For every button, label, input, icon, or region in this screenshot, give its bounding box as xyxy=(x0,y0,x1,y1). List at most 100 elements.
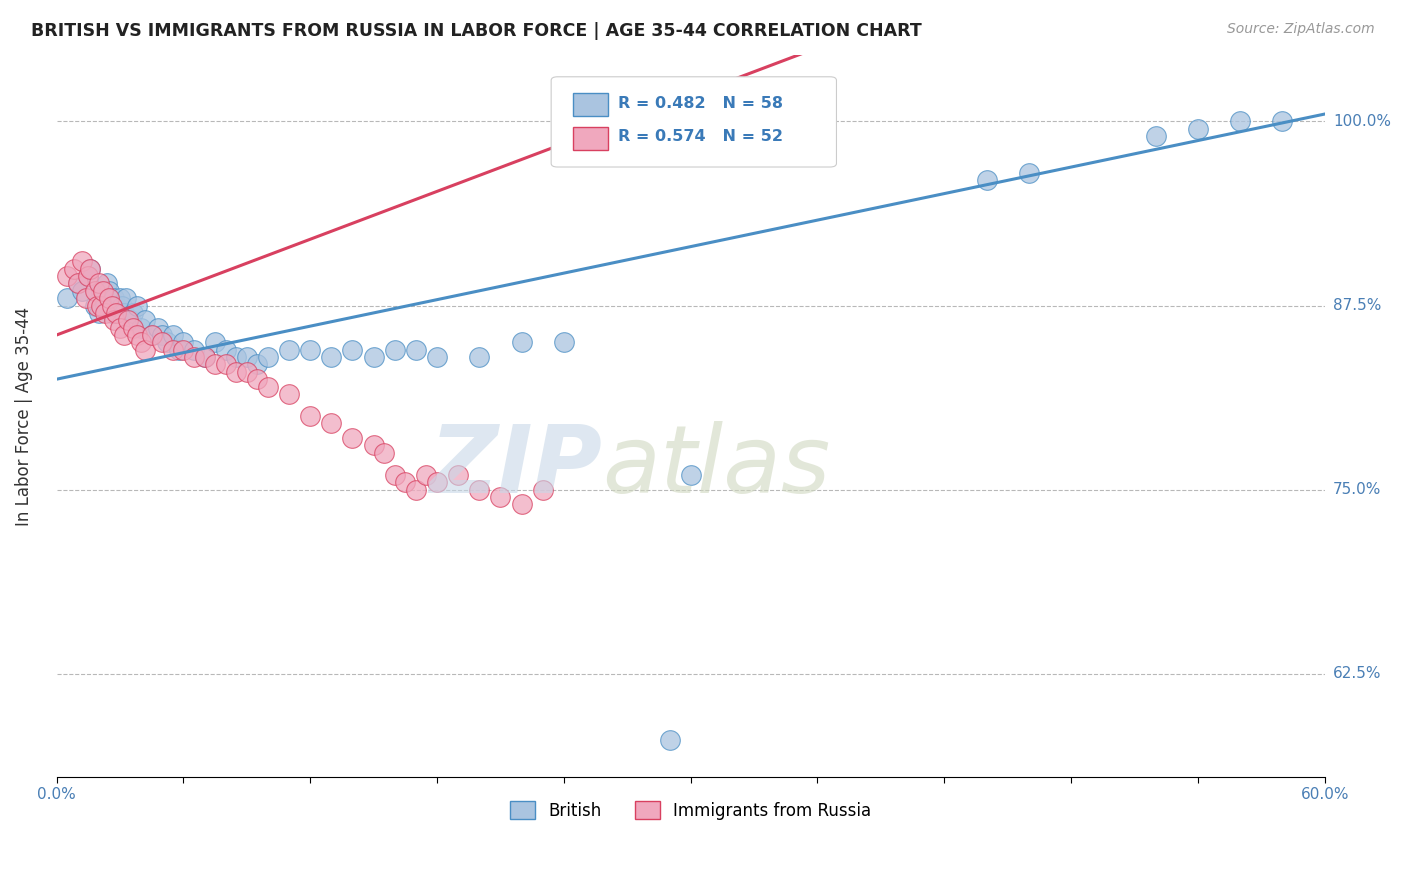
Point xyxy=(104,299,127,313)
FancyBboxPatch shape xyxy=(572,94,609,117)
Point xyxy=(553,335,575,350)
Text: atlas: atlas xyxy=(602,421,830,512)
Point xyxy=(70,254,93,268)
Point xyxy=(1229,114,1251,128)
Point xyxy=(121,306,143,320)
Point xyxy=(204,358,226,372)
Point xyxy=(112,306,135,320)
Point xyxy=(83,299,105,313)
Point xyxy=(134,343,156,357)
Point xyxy=(405,343,427,357)
Point xyxy=(87,306,110,320)
Point xyxy=(321,417,343,431)
Point xyxy=(415,467,437,482)
Point xyxy=(426,350,449,364)
Point xyxy=(193,350,215,364)
Point xyxy=(426,475,449,490)
Point xyxy=(70,284,93,298)
Point xyxy=(155,335,177,350)
Point xyxy=(94,299,117,313)
Point xyxy=(167,343,190,357)
Point xyxy=(384,467,406,482)
Point xyxy=(468,483,491,497)
Point xyxy=(510,497,533,511)
Point xyxy=(115,291,138,305)
Point xyxy=(215,358,238,372)
Point xyxy=(100,299,122,313)
Point xyxy=(172,335,194,350)
Text: 75.0%: 75.0% xyxy=(1333,483,1381,497)
Point xyxy=(104,306,127,320)
Point xyxy=(103,313,125,327)
Point xyxy=(1271,114,1294,128)
Point xyxy=(172,343,194,357)
Point xyxy=(278,387,301,401)
Point xyxy=(150,335,173,350)
Point xyxy=(146,320,169,334)
Point xyxy=(394,475,416,490)
Point xyxy=(1187,121,1209,136)
Point xyxy=(246,372,269,386)
Point xyxy=(468,350,491,364)
Point xyxy=(193,350,215,364)
Point xyxy=(162,328,184,343)
Point xyxy=(225,365,247,379)
Point xyxy=(183,350,205,364)
Point xyxy=(447,467,470,482)
Point xyxy=(679,467,702,482)
Point xyxy=(79,261,101,276)
Point xyxy=(225,350,247,364)
Point xyxy=(489,490,512,504)
Point xyxy=(531,483,554,497)
Point xyxy=(79,261,101,276)
Point xyxy=(342,343,364,357)
Point xyxy=(363,350,385,364)
Text: Source: ZipAtlas.com: Source: ZipAtlas.com xyxy=(1227,22,1375,37)
Point xyxy=(162,343,184,357)
Point xyxy=(129,335,152,350)
Point xyxy=(90,299,112,313)
Point xyxy=(141,328,163,343)
Point xyxy=(56,269,79,284)
Point xyxy=(77,269,100,284)
Point xyxy=(204,335,226,350)
Point xyxy=(87,277,110,291)
Point xyxy=(321,350,343,364)
Text: ZIP: ZIP xyxy=(429,420,602,513)
Point xyxy=(112,328,135,343)
Point xyxy=(299,343,322,357)
Legend: British, Immigrants from Russia: British, Immigrants from Russia xyxy=(503,795,877,826)
Point xyxy=(66,277,89,291)
Point xyxy=(1144,129,1167,144)
Text: R = 0.574   N = 52: R = 0.574 N = 52 xyxy=(619,129,783,145)
Point xyxy=(246,358,269,372)
Point xyxy=(976,173,998,187)
Point xyxy=(62,261,84,276)
Point xyxy=(363,438,385,452)
FancyBboxPatch shape xyxy=(572,127,609,150)
Point xyxy=(77,269,100,284)
Point xyxy=(91,284,114,298)
Point xyxy=(90,284,112,298)
Text: 87.5%: 87.5% xyxy=(1333,298,1381,313)
Point xyxy=(125,299,148,313)
Point xyxy=(215,343,238,357)
Point xyxy=(257,350,280,364)
Point xyxy=(125,328,148,343)
Point xyxy=(108,291,131,305)
Point xyxy=(373,446,395,460)
Point xyxy=(183,343,205,357)
Point xyxy=(120,313,142,327)
Point xyxy=(257,379,280,393)
Point xyxy=(103,291,125,305)
Point xyxy=(98,284,121,298)
Point xyxy=(1018,166,1040,180)
Point xyxy=(384,343,406,357)
Text: 100.0%: 100.0% xyxy=(1333,114,1391,129)
Point xyxy=(111,299,134,313)
Point xyxy=(100,306,122,320)
Point xyxy=(129,320,152,334)
Point xyxy=(342,431,364,445)
Point xyxy=(91,291,114,305)
Point xyxy=(117,313,139,327)
